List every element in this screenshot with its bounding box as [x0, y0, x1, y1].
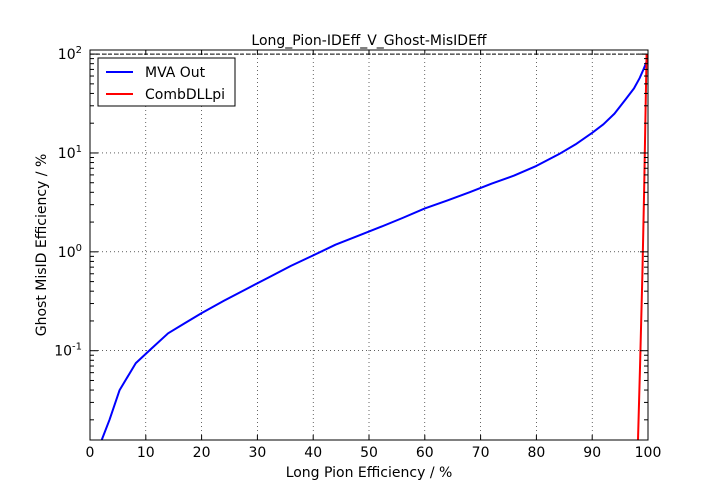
x-tick-label: 90: [583, 445, 601, 461]
y-tick-labels: 10-1 100 101 102: [54, 45, 82, 360]
x-tick-label: 60: [416, 445, 434, 461]
chart-title: Long_Pion-IDEff_V_Ghost-MisIDEff: [251, 33, 487, 49]
y-tick-label: 102: [58, 45, 82, 63]
y-tick-label: 101: [58, 144, 82, 162]
series-group: [100, 54, 648, 440]
x-tick-label: 30: [248, 445, 266, 461]
legend-label-combdllpi: CombDLLpi: [145, 87, 225, 103]
x-tick-labels: 0 10 20 30 40 50 60 70 80 90 100: [86, 445, 662, 461]
x-axis-label: Long Pion Efficiency / %: [286, 465, 453, 481]
x-tick-label: 20: [193, 445, 211, 461]
series-line-combdllpi: [637, 54, 648, 440]
grid: [90, 50, 648, 440]
x-tick-label: 50: [360, 445, 378, 461]
x-tick-label: 70: [472, 445, 490, 461]
legend-label-mva-out: MVA Out: [145, 65, 206, 81]
x-tick-label: 0: [86, 445, 95, 461]
plot-frame: [89, 49, 649, 441]
y-tick-label: 100: [58, 243, 82, 261]
x-tick-label: 10: [137, 445, 155, 461]
legend-box: [97, 57, 236, 107]
x-tick-label: 100: [635, 445, 662, 461]
y-axis-label: Ghost MisID Efficiency / %: [34, 154, 50, 337]
y-tick-label: 10-1: [54, 342, 82, 360]
legend: MVA Out CombDLLpi: [97, 57, 236, 107]
series-line-mva-out: [100, 58, 648, 440]
x-tick-label: 40: [304, 445, 322, 461]
x-tick-label: 80: [527, 445, 545, 461]
ticks: [89, 50, 649, 440]
